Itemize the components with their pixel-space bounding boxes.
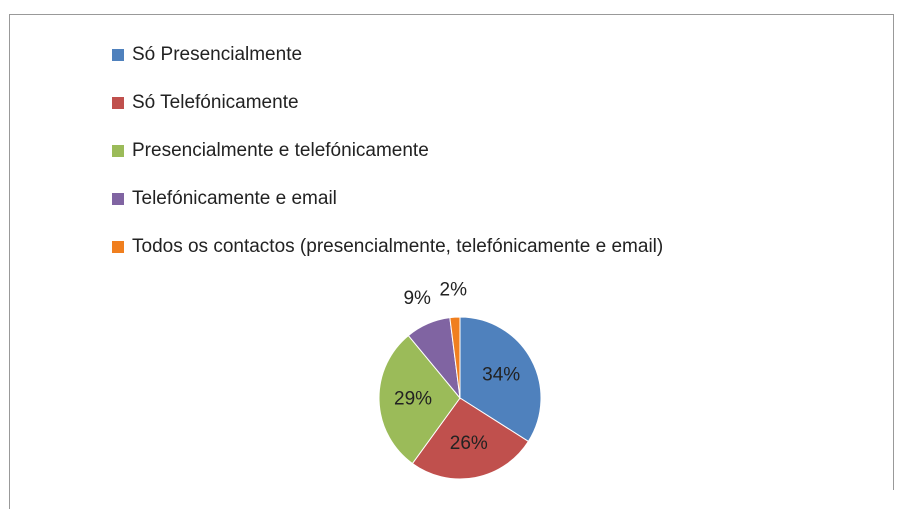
legend-label: Presencialmente e telefónicamente: [132, 140, 429, 161]
data-label: 9%: [403, 288, 431, 309]
legend-swatch: [112, 145, 124, 157]
pie-slice: [411, 397, 530, 480]
data-label: 26%: [450, 433, 488, 454]
pie-slice: [378, 334, 461, 465]
legend-swatch: [112, 241, 124, 253]
data-label: 34%: [482, 364, 520, 385]
legend-swatch: [112, 97, 124, 109]
legend-swatch: [112, 49, 124, 61]
legend-label: Todos os contactos (presencialmente, tel…: [132, 236, 663, 257]
legend-label: Só Presencialmente: [132, 44, 302, 65]
legend-label: Só Telefónicamente: [132, 92, 299, 113]
legend-swatch: [112, 193, 124, 205]
legend-label: Telefónicamente e email: [132, 188, 337, 209]
data-label: 2%: [440, 279, 468, 300]
pie-slice: [449, 316, 461, 399]
chart-frame: [9, 14, 894, 509]
data-label: 29%: [394, 388, 432, 409]
